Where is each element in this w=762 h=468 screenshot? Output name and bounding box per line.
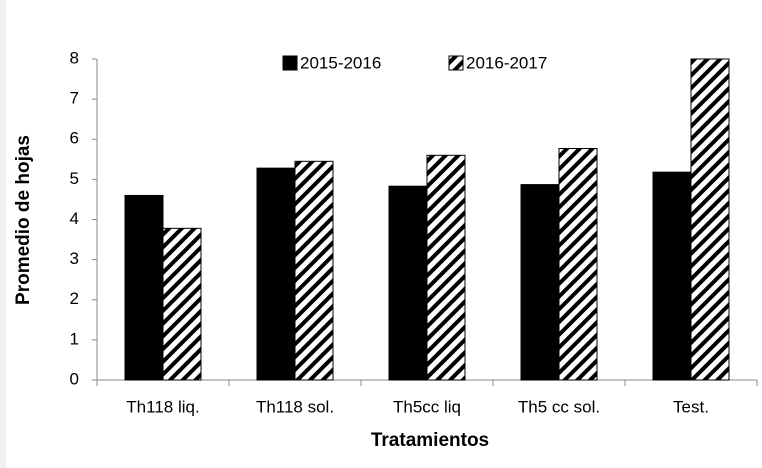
x-tick-label: Th118 sol.	[256, 397, 334, 416]
x-tick-label: Th118 liq.	[126, 397, 199, 416]
bar	[558, 147, 598, 381]
y-tick-label: 2	[70, 289, 79, 308]
bar	[520, 184, 560, 381]
legend-swatch	[448, 55, 464, 71]
bar	[294, 160, 334, 381]
x-tick-label: Th5cc liq	[393, 397, 461, 416]
bar	[388, 185, 428, 381]
bar	[426, 154, 466, 381]
y-tick-label: 7	[70, 89, 79, 108]
y-tick-label: 1	[70, 329, 79, 348]
bar	[256, 167, 296, 381]
bar	[162, 227, 202, 381]
bar	[124, 194, 164, 381]
left-strip	[0, 0, 6, 468]
y-axis-title: Promedio de hojas	[13, 135, 34, 305]
legend-label: 2015-2016	[300, 53, 381, 72]
legend-swatch	[282, 55, 298, 71]
y-tick-label: 4	[70, 209, 79, 228]
y-tick-label: 0	[70, 369, 79, 388]
bar	[690, 58, 730, 381]
y-tick-label: 3	[70, 249, 79, 268]
legend-label: 2016-2017	[466, 53, 547, 72]
y-tick-label: 6	[70, 129, 79, 148]
y-tick-label: 5	[70, 169, 79, 188]
y-tick-label: 8	[70, 48, 79, 67]
x-tick-label: Th5 cc sol.	[518, 397, 600, 416]
bar	[652, 171, 692, 381]
x-tick-label: Test.	[673, 397, 709, 416]
x-axis-title: Tratamientos	[371, 430, 489, 451]
